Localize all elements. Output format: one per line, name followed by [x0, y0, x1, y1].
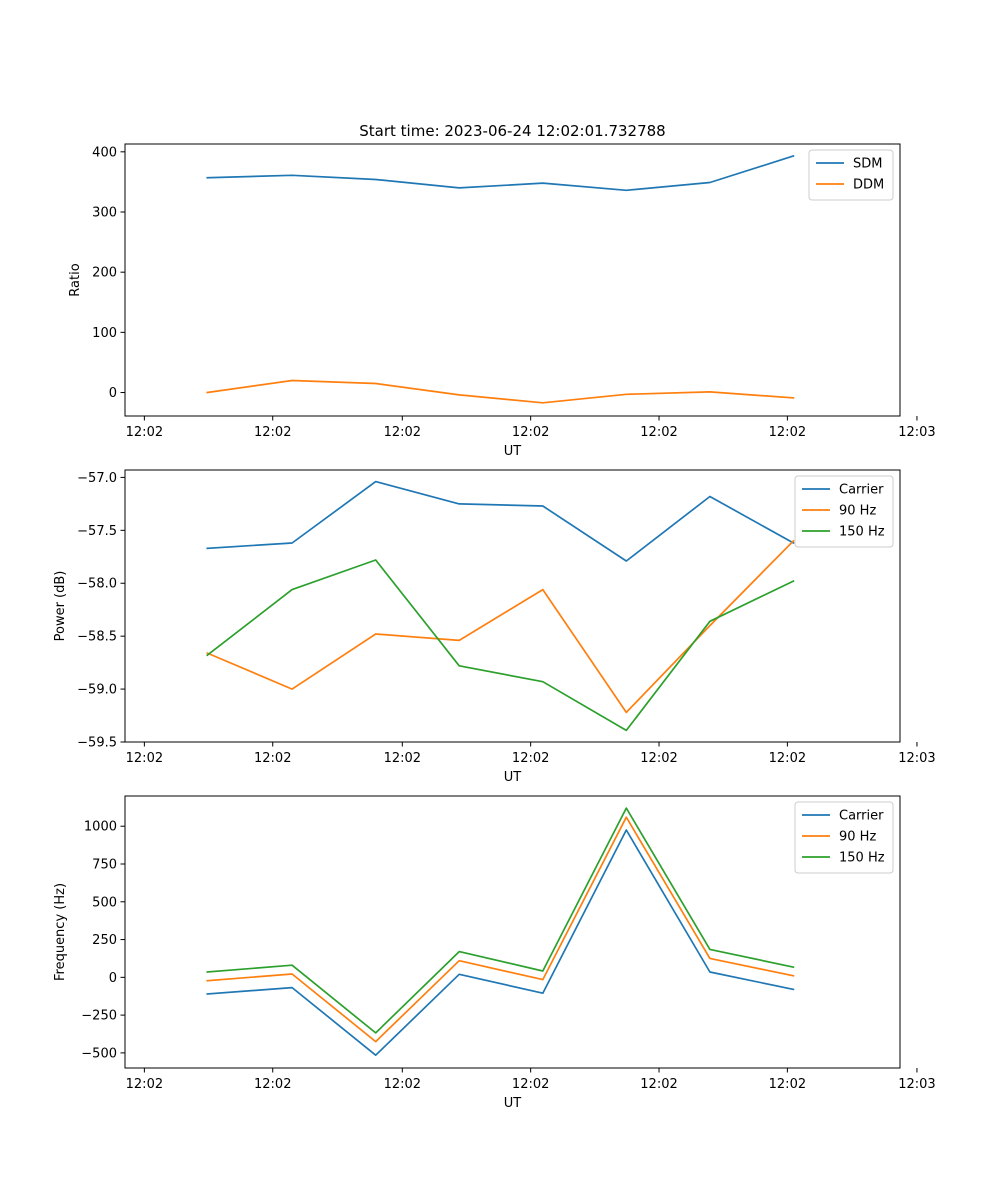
- x-tick-label: 12:03: [898, 425, 935, 440]
- x-tick-label: 12:02: [384, 751, 421, 766]
- series-line-carrier: [206, 829, 795, 1057]
- series-line-ddm: [206, 379, 795, 404]
- legend-label: Carrier: [839, 809, 884, 824]
- chart-panel-2: 12:02 12:02 12:02 12:02 12:02 12:02 12:03 −59.5…: [53, 469, 936, 785]
- legend-label: DDM: [853, 178, 884, 193]
- legend-label: 90 Hz: [839, 504, 876, 519]
- y-tick-label: −500: [81, 1046, 117, 1061]
- y-axis-label: Ratio: [68, 263, 83, 296]
- x-tick-label: 12:03: [898, 1077, 935, 1092]
- x-tick-label: 12:02: [512, 751, 549, 766]
- x-tick-label: 12:02: [254, 425, 291, 440]
- series-line-150-hz: [206, 559, 795, 732]
- x-axis-label: UT: [504, 1096, 522, 1111]
- legend: SDM DDM: [808, 149, 894, 201]
- legend-label: 150 Hz: [839, 525, 885, 540]
- y-tick-label: −59.0: [77, 683, 117, 698]
- legend-label: Carrier: [839, 483, 884, 498]
- x-axis-label: UT: [504, 770, 522, 785]
- y-axis-label: Power (dB): [53, 571, 68, 642]
- y-tick-label: 0: [109, 971, 117, 986]
- x-tick-label: 12:02: [126, 751, 163, 766]
- y-tick-label: 0: [109, 386, 117, 401]
- x-tick-label: 12:02: [640, 1077, 677, 1092]
- x-tick-label: 12:02: [640, 751, 677, 766]
- legend-box: [794, 801, 894, 874]
- legend: Carrier 90 Hz 150 Hz: [794, 475, 894, 548]
- plot-area: [124, 143, 901, 417]
- plot-area: [124, 795, 901, 1069]
- y-tick-label: 500: [92, 895, 117, 910]
- y-tick-label: −59.5: [77, 736, 117, 751]
- x-tick-label: 12:02: [126, 425, 163, 440]
- series-line-90-hz: [206, 816, 795, 1043]
- legend-label: 90 Hz: [839, 830, 876, 845]
- x-tick-label: 12:02: [384, 425, 421, 440]
- series-line-sdm: [206, 154, 795, 192]
- series-line-150-hz: [206, 807, 795, 1034]
- x-tick-label: 12:02: [769, 1077, 806, 1092]
- y-tick-label: −57.0: [77, 471, 117, 486]
- x-tick-label: 12:02: [126, 1077, 163, 1092]
- legend-label: 150 Hz: [839, 851, 885, 866]
- y-tick-label: −58.5: [77, 630, 117, 645]
- chart-panel-1: 12:02 12:02 12:02 12:02 12:02 12:02 12:03 0 100 2…: [68, 143, 936, 459]
- x-tick-label: 12:02: [512, 425, 549, 440]
- y-tick-label: −250: [81, 1009, 117, 1024]
- y-tick-label: 100: [92, 326, 117, 341]
- y-tick-label: 200: [92, 266, 117, 281]
- chart-title: Start time: 2023-06-24 12:02:01.732788: [359, 122, 665, 140]
- series-line-carrier: [206, 480, 795, 562]
- x-tick-label: 12:02: [254, 1077, 291, 1092]
- x-tick-label: 12:02: [640, 425, 677, 440]
- legend-label: SDM: [853, 157, 882, 172]
- x-tick-label: 12:02: [512, 1077, 549, 1092]
- y-tick-label: 400: [92, 145, 117, 160]
- x-tick-label: 12:02: [769, 751, 806, 766]
- y-axis-label: Frequency (Hz): [53, 883, 68, 981]
- legend: Carrier 90 Hz 150 Hz: [794, 801, 894, 874]
- x-tick-label: 12:03: [898, 751, 935, 766]
- x-tick-label: 12:02: [384, 1077, 421, 1092]
- chart-panels: 12:02 12:02 12:02 12:02 12:02 12:02 12:03 0 100 2…: [53, 143, 936, 1111]
- y-tick-label: 250: [92, 933, 117, 948]
- y-tick-label: 1000: [84, 820, 117, 835]
- plot-area: [124, 469, 901, 743]
- legend-box: [794, 475, 894, 548]
- x-axis-label: UT: [504, 444, 522, 459]
- chart-panel-3: 12:02 12:02 12:02 12:02 12:02 12:02 12:03 −500 −…: [53, 795, 936, 1111]
- x-tick-label: 12:02: [254, 751, 291, 766]
- y-tick-label: 750: [92, 858, 117, 873]
- y-tick-label: −57.5: [77, 524, 117, 539]
- x-tick-label: 12:02: [769, 425, 806, 440]
- y-tick-label: −58.0: [77, 577, 117, 592]
- y-tick-label: 300: [92, 206, 117, 221]
